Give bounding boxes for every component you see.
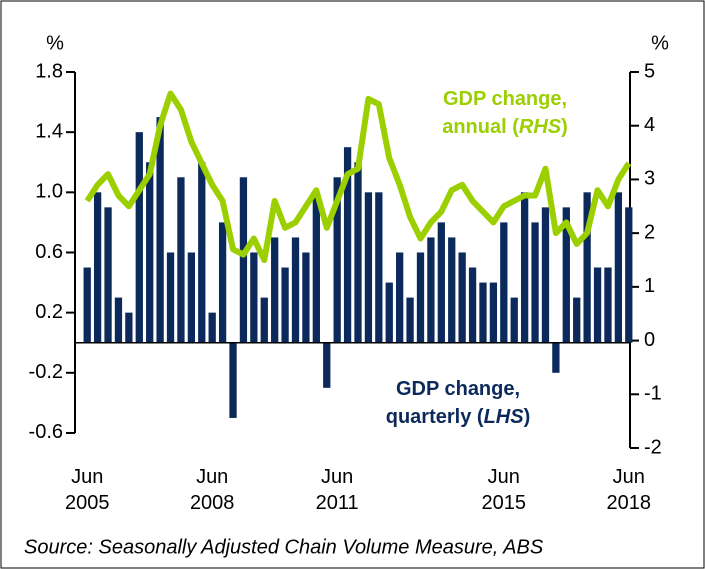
annotation-part: ) [524,406,531,428]
bar [250,252,258,343]
bar [239,177,248,343]
bar [573,297,581,343]
bar [312,192,320,343]
bar [437,222,445,343]
source: Source: Seasonally Adjusted Chain Volume… [24,536,544,558]
y2-tick-label: 0 [644,329,655,351]
y-tick-label: 0.6 [35,241,63,263]
x-tick-label: Jun 2005 [65,466,110,514]
bar [500,222,508,343]
bar [104,207,112,343]
bar [604,267,612,343]
bar [156,117,164,343]
bar [479,282,487,343]
y2-tick-label: -2 [644,436,662,458]
x-tick-label: Jun 2011 [316,466,359,514]
y2-tick-label: 4 [644,114,655,136]
bar [260,297,268,343]
y2-tick-label: 5 [644,60,655,82]
y2-tick-label: 3 [644,168,655,190]
annotation: quarterly (LHS) [386,406,530,428]
bar [541,207,550,343]
bar [146,162,154,343]
bar [208,312,216,343]
annotation: GDP change, [443,88,567,110]
annotation-part: LHS [484,406,525,428]
x-tick-label: Jun 2008 [190,466,235,514]
annotation: annual (RHS) [442,116,568,138]
y2-axis-unit: % [651,32,669,54]
annotation-part: annual ( [442,116,519,138]
y-tick-label: 1.4 [35,120,63,142]
y-axis-unit: % [46,32,64,54]
bar [354,162,362,343]
bar [166,252,175,343]
bar [552,342,560,373]
bar [218,222,227,343]
bar [416,252,425,343]
bar [614,192,623,343]
bar [333,177,341,343]
bar [458,252,466,343]
line [84,90,632,263]
y-tick-label: -0.2 [29,361,63,383]
bar [125,312,133,343]
bar [291,237,300,343]
y-tick-label: 0.2 [35,301,63,323]
bar [323,342,331,388]
bar [229,342,237,418]
bar [364,192,373,343]
bar [93,192,102,343]
bar [448,237,456,343]
bar [271,237,279,343]
bar [187,252,196,343]
bar [114,297,123,343]
y2-tick-label: 2 [644,221,655,243]
y-tick-label: 1.0 [35,181,63,203]
bar [489,282,498,343]
bar [135,132,143,343]
bar [281,267,289,343]
annotation-part: quarterly ( [386,406,484,428]
y2-tick-label: 1 [644,275,655,297]
bar [375,192,383,343]
bar [177,177,185,343]
bar [593,267,602,343]
x-tick-label: Jun 2015 [482,466,527,514]
bar [520,192,529,343]
bar [406,297,414,343]
y-tick-label: 1.8 [35,60,63,82]
bar [531,222,539,343]
bar [562,207,570,343]
bar [396,252,404,343]
bar [427,237,435,343]
annotation-part: GDP change, [443,88,567,110]
annotation-part: GDP change, [396,378,520,400]
bar [468,267,477,343]
annotation: GDP change, [396,378,520,400]
bar [198,162,206,343]
bar [83,267,91,343]
annotation-part: ) [561,116,568,138]
bar [385,282,393,343]
x-tick-label: Jun 2018 [607,466,652,514]
bar [583,192,591,343]
y-tick-label: -0.6 [29,421,63,443]
bar [510,297,518,343]
y2-tick-label: -1 [644,383,662,405]
bar [302,252,310,343]
bar [343,147,352,343]
annotation-part: RHS [519,116,562,138]
bar [625,207,633,343]
